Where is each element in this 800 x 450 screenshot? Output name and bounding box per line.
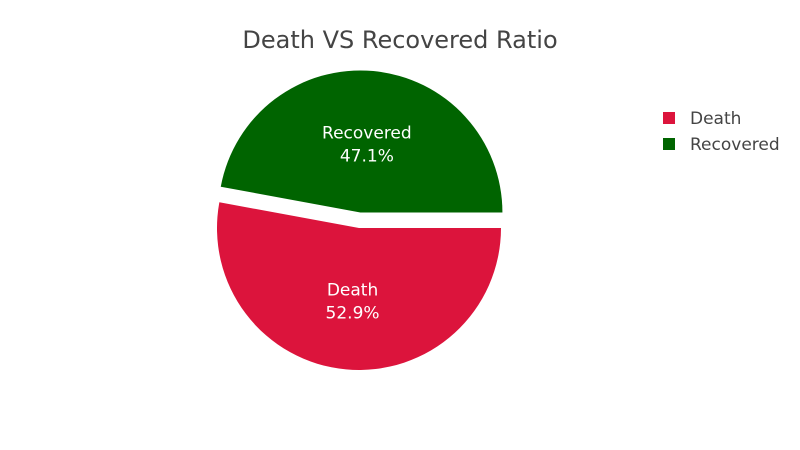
slice-percent-recovered: 47.1% — [340, 147, 394, 167]
chart-title: Death VS Recovered Ratio — [242, 26, 558, 54]
legend-label-recovered: Recovered — [690, 135, 780, 155]
slice-percent-death: 52.9% — [326, 304, 380, 324]
legend-swatch-death — [663, 112, 675, 124]
pie-slice-death[interactable] — [216, 202, 501, 371]
legend-swatch-recovered — [663, 138, 675, 150]
legend[interactable]: Death Recovered — [663, 109, 780, 155]
legend-label-death: Death — [690, 109, 741, 129]
pie-slice-recovered[interactable] — [220, 70, 503, 213]
slices-layer — [216, 70, 503, 371]
slice-labels-layer: Death 52.9% Recovered 47.1% — [322, 124, 412, 324]
slice-label-recovered: Recovered — [322, 124, 412, 144]
legend-item-recovered[interactable]: Recovered — [663, 135, 780, 155]
legend-item-death[interactable]: Death — [663, 109, 741, 129]
slice-label-death: Death — [327, 281, 378, 301]
